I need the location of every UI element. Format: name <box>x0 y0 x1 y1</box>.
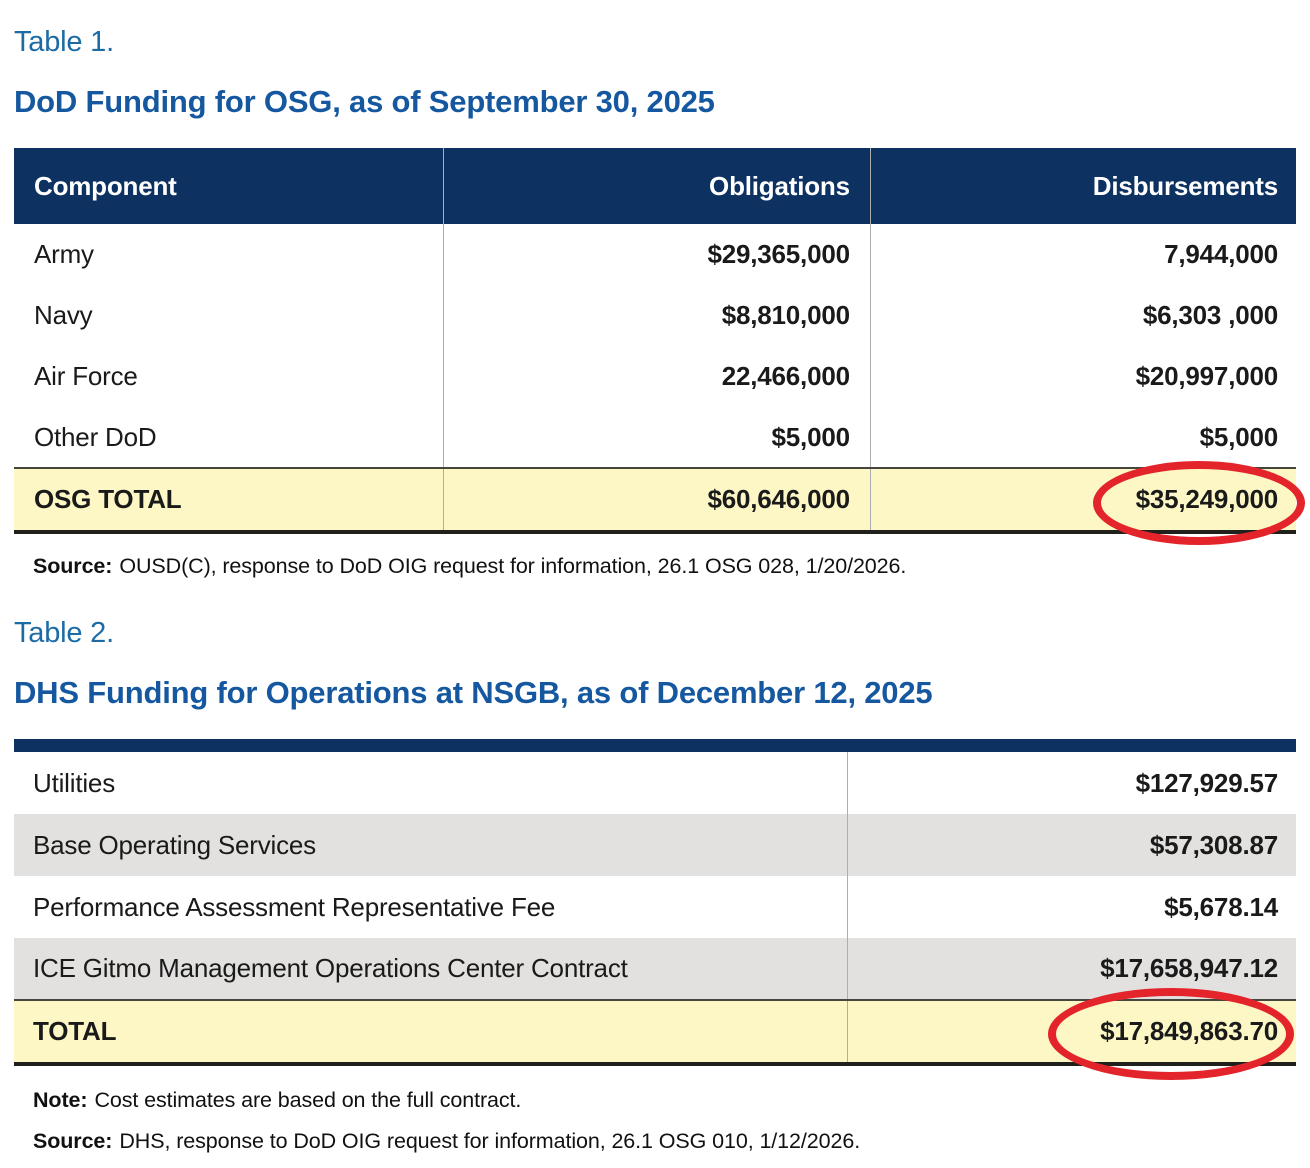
cell-amount: $17,658,947.12 <box>846 938 1296 1000</box>
column-header-component: Component <box>14 148 444 224</box>
table2-header-bar <box>14 739 1296 752</box>
table-row-air-force: Air Force 22,466,000 $20,997,000 <box>14 346 1296 407</box>
cell-disbursements: $5,000 <box>869 407 1296 468</box>
cell-amount: $127,929.57 <box>846 752 1296 814</box>
source-label: Source: <box>33 1129 113 1153</box>
table2-source: Source: DHS, response to DoD OIG request … <box>14 1129 1296 1154</box>
dhs-funding-table: Utilities $127,929.57 Base Operating Ser… <box>14 752 1296 1080</box>
cell-item: Performance Assessment Representative Fe… <box>14 876 848 938</box>
table2-note: Note: Cost estimates are based on the ful… <box>14 1088 1296 1113</box>
cell-component: Other DoD <box>14 407 444 468</box>
cell-disbursements: 7,944,000 <box>869 224 1296 285</box>
table-row-navy: Navy $8,810,000 $6,303 ,000 <box>14 285 1296 346</box>
source-label: Source: <box>33 554 113 578</box>
report-page: Table 1. DoD Funding for OSG, as of Sept… <box>0 26 1310 1154</box>
note-text: Cost estimates are based on the full con… <box>94 1088 522 1112</box>
total-amount-value: $17,849,863.70 <box>1100 1016 1278 1046</box>
cell-obligations: $8,810,000 <box>442 285 871 346</box>
source-text: DHS, response to DoD OIG request for inf… <box>119 1129 861 1153</box>
table-row-performance-assessment-fee: Performance Assessment Representative Fe… <box>14 876 1296 938</box>
total-disbursements-value: $35,249,000 <box>1135 484 1279 514</box>
source-text: OUSD(C), response to DoD OIG request for… <box>119 554 907 578</box>
table-row-ice-gitmo-contract: ICE Gitmo Management Operations Center C… <box>14 938 1296 1000</box>
table2-title: DHS Funding for Operations at NSGB, as o… <box>14 675 933 710</box>
cell-obligations: 22,466,000 <box>442 346 871 407</box>
table1-title: DoD Funding for OSG, as of September 30,… <box>14 84 715 119</box>
cell-obligations: $29,365,000 <box>442 224 871 285</box>
cell-disbursements: $6,303 ,000 <box>869 285 1296 346</box>
cell-component: Army <box>14 224 444 285</box>
cell-total-amount: $17,849,863.70 <box>846 988 1296 1080</box>
cell-amount: $57,308.87 <box>846 814 1296 876</box>
dod-funding-table: Component Obligations Disbursements Army… <box>14 148 1305 545</box>
cell-total-disbursements: $35,249,000 <box>869 461 1305 545</box>
cell-disbursements: $20,997,000 <box>869 346 1296 407</box>
cell-obligations: $5,000 <box>442 407 871 468</box>
table-row-other-dod: Other DoD $5,000 $5,000 <box>14 407 1296 468</box>
column-header-obligations: Obligations <box>442 148 871 224</box>
cell-total-label: TOTAL <box>14 999 848 1066</box>
column-header-disbursements: Disbursements <box>869 148 1296 224</box>
cell-item: Utilities <box>14 752 848 814</box>
table1-total-row: OSG TOTAL $60,646,000 $35,249,000 <box>14 461 1305 545</box>
cell-amount: $5,678.14 <box>846 876 1296 938</box>
cell-component: Air Force <box>14 346 444 407</box>
cell-item: ICE Gitmo Management Operations Center C… <box>14 938 848 1000</box>
table2-label: Table 2. <box>14 617 114 649</box>
cell-component: Navy <box>14 285 444 346</box>
cell-total-label: OSG TOTAL <box>14 467 444 534</box>
table1-header-row: Component Obligations Disbursements <box>14 148 1296 224</box>
table-row-army: Army $29,365,000 7,944,000 <box>14 224 1296 285</box>
table-row-utilities: Utilities $127,929.57 <box>14 752 1296 814</box>
table1-source: Source: OUSD(C), response to DoD OIG requ… <box>14 554 1296 579</box>
note-label: Note: <box>33 1088 88 1112</box>
cell-total-obligations: $60,646,000 <box>442 467 871 534</box>
table2-total-row: TOTAL $17,849,863.70 <box>14 988 1296 1080</box>
table1-label: Table 1. <box>14 26 114 58</box>
cell-item: Base Operating Services <box>14 814 848 876</box>
table-row-base-operating-services: Base Operating Services $57,308.87 <box>14 814 1296 876</box>
